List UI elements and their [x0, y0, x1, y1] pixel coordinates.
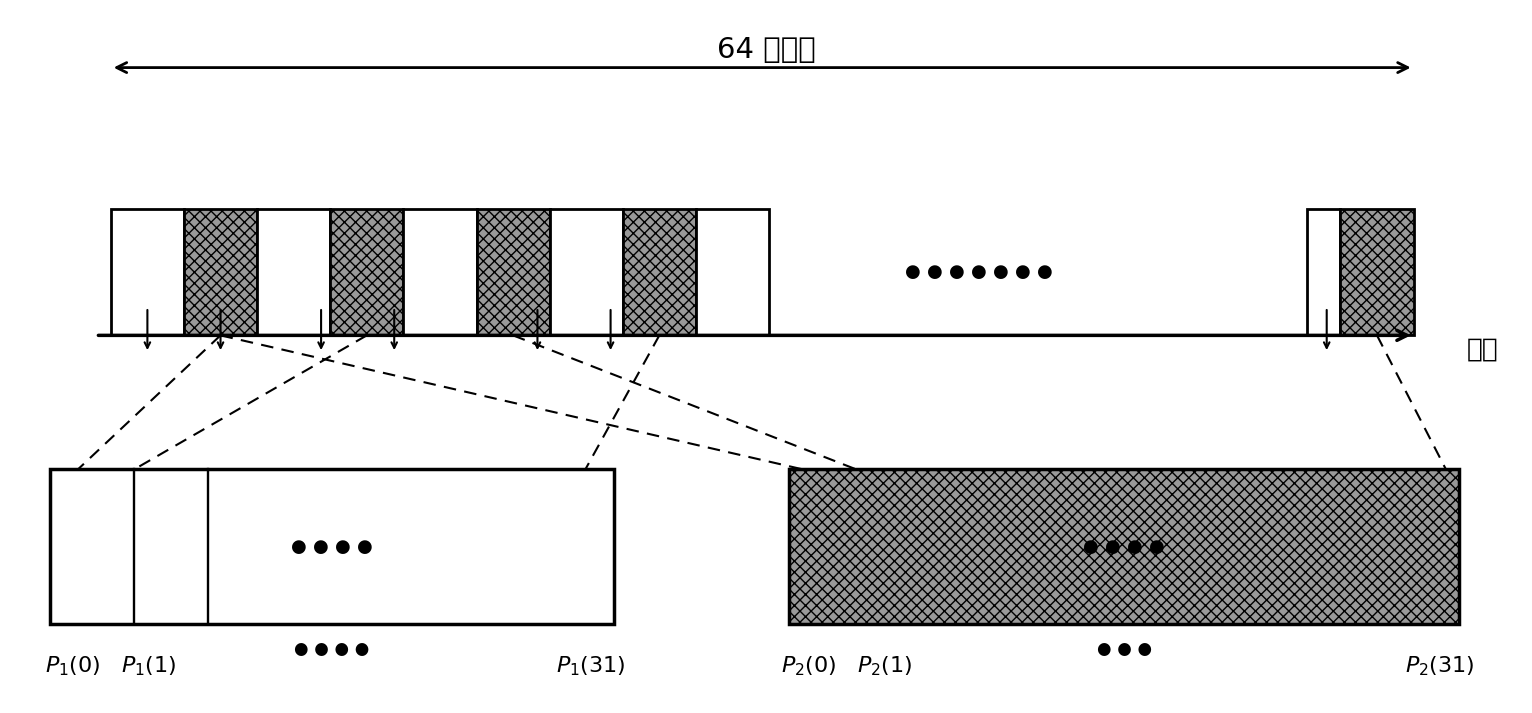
- Bar: [331, 208, 403, 335]
- Bar: [1307, 208, 1340, 335]
- Bar: [550, 208, 624, 335]
- Text: ● ● ●: ● ● ●: [1097, 640, 1152, 658]
- Text: $P_1(0)$: $P_1(0)$: [44, 655, 101, 678]
- Text: $P_1(1)$: $P_1(1)$: [121, 655, 176, 678]
- Bar: [696, 208, 769, 335]
- Text: ● ● ● ●: ● ● ● ●: [1083, 538, 1164, 555]
- Bar: [403, 208, 476, 335]
- Bar: [789, 469, 1460, 625]
- Text: $P_2(0)$: $P_2(0)$: [781, 655, 836, 678]
- Bar: [110, 208, 184, 335]
- Text: $P_2(31)$: $P_2(31)$: [1405, 655, 1474, 678]
- Text: $P_2(1)$: $P_2(1)$: [856, 655, 913, 678]
- Bar: [184, 208, 257, 335]
- Text: 64 副载波: 64 副载波: [717, 36, 815, 64]
- Bar: [624, 208, 696, 335]
- Bar: [476, 208, 550, 335]
- Text: $P_1(31)$: $P_1(31)$: [556, 655, 625, 678]
- Text: ● ● ● ●: ● ● ● ●: [291, 538, 372, 555]
- Bar: [257, 208, 331, 335]
- Text: ● ● ● ● ● ● ●: ● ● ● ● ● ● ●: [905, 263, 1052, 281]
- Text: ● ● ● ●: ● ● ● ●: [294, 640, 369, 658]
- Text: 频率: 频率: [1466, 337, 1498, 362]
- Bar: [1340, 208, 1414, 335]
- Bar: [51, 469, 614, 625]
